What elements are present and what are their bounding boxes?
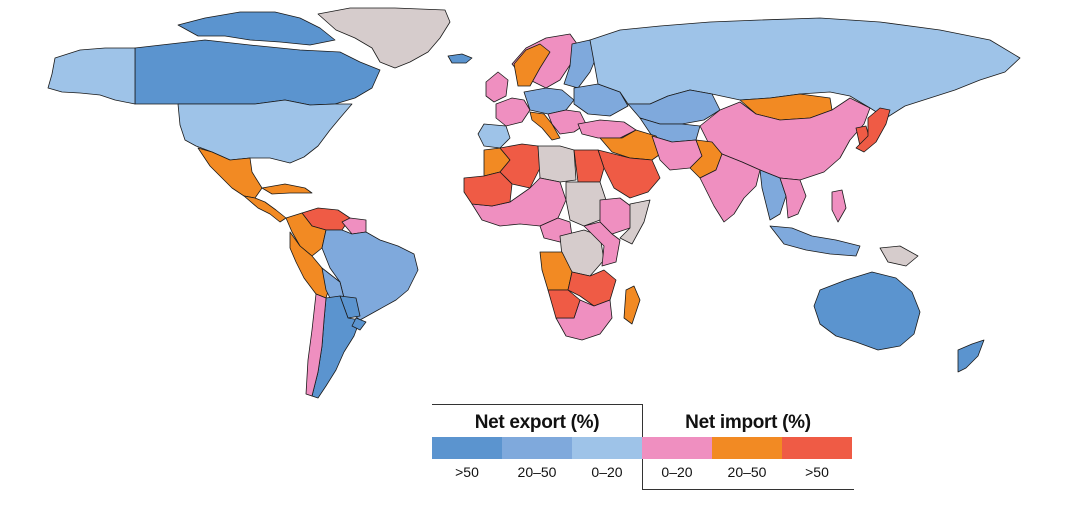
- region-japan: [855, 107, 891, 153]
- region-namibia: [547, 289, 581, 319]
- region-indonesia: [769, 225, 861, 257]
- region-cuba: [261, 183, 313, 195]
- legend-export-title: Net export (%): [474, 412, 600, 433]
- region-egypt: [573, 149, 605, 183]
- legend-label-1: >50: [455, 464, 479, 480]
- region-guianas: [341, 217, 367, 235]
- region-western-europe: [495, 97, 531, 127]
- region-madagascar: [623, 285, 641, 325]
- legend-label-6: >50: [805, 464, 829, 480]
- region-chile: [305, 293, 327, 397]
- region-somalia: [619, 199, 651, 245]
- region-canadian-arctic-islands: [177, 11, 336, 46]
- region-australia: [813, 271, 921, 351]
- legend-swatch-1: [432, 437, 502, 459]
- legend-swatch-4: [642, 437, 712, 459]
- region-mexico: [197, 147, 263, 199]
- region-norway-coast: [513, 43, 551, 87]
- legend-label-5: 20–50: [727, 464, 767, 480]
- legend-label-2: 20–50: [517, 464, 557, 480]
- region-iceland: [447, 53, 473, 64]
- legend-top-rule: [432, 404, 642, 405]
- region-iberia: [477, 123, 511, 149]
- region-central-europe: [523, 87, 575, 115]
- region-saudi-arabia: [597, 149, 661, 199]
- region-uruguay: [351, 317, 367, 331]
- region-mauritania-mali: [463, 171, 513, 207]
- legend-label-3: 0–20: [591, 464, 623, 480]
- region-east-africa: [583, 221, 621, 267]
- legend-swatch-5: [712, 437, 782, 459]
- region-png: [879, 245, 919, 267]
- world-map: [47, 7, 1021, 399]
- region-italy: [529, 111, 561, 141]
- legend-swatch-6: [782, 437, 852, 459]
- region-india: [699, 153, 761, 223]
- region-usa: [177, 99, 353, 164]
- region-uk-ireland: [485, 71, 509, 103]
- region-alaska: [47, 47, 136, 105]
- region-canada: [134, 39, 381, 106]
- legend-swatch-2: [502, 437, 572, 459]
- region-indochina: [779, 177, 807, 219]
- region-central-america: [243, 195, 287, 223]
- region-sudan: [565, 181, 607, 227]
- region-new-zealand: [957, 339, 985, 373]
- legend-bottom-rule: [642, 489, 854, 490]
- region-turkey: [577, 119, 637, 139]
- region-libya: [537, 145, 577, 183]
- region-philippines: [831, 189, 847, 223]
- legend-import-title: Net import (%): [685, 412, 811, 433]
- legend-label-4: 0–20: [661, 464, 693, 480]
- legend: Net export (%) Net import (%) >50 20–50 0–…: [432, 404, 854, 490]
- region-greenland: [317, 7, 451, 69]
- legend-swatch-3: [572, 437, 642, 459]
